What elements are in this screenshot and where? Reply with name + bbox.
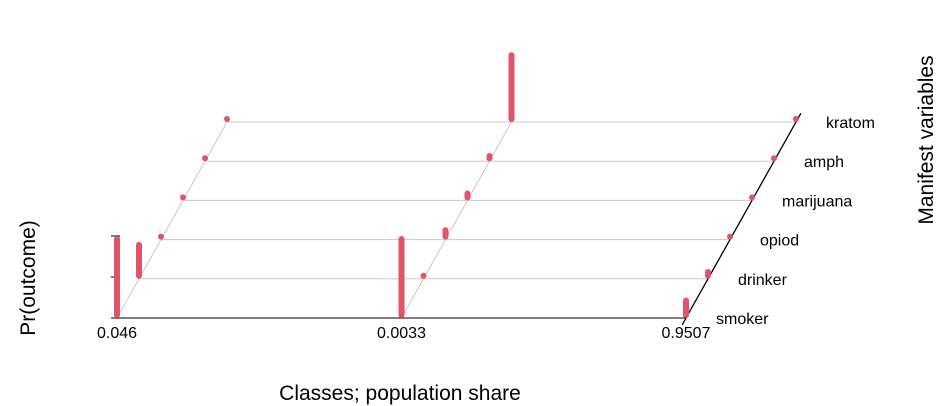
bar-0.0033-smoker [398,236,405,318]
bar-0.9507-opiod [727,233,733,240]
class-tick-label: 0.9507 [662,325,711,342]
class-tick-label: 0.046 [97,325,137,342]
grid-line-column [116,121,228,319]
bar-0.9507-kratom [793,116,799,122]
z-axis-title: Manifest variables [915,55,938,224]
y-axis-title: Pr(outcome) [17,220,40,336]
variable-label-smoker: smoker [716,311,769,328]
class-tick-label: 0.0033 [377,325,426,342]
variable-label-kratom: kratom [826,115,875,132]
bar-0.046-smoker [114,236,120,318]
grid-layer [116,121,796,319]
variable-label-drinker: drinker [738,272,788,289]
variable-label-opiod: opiod [760,233,799,250]
bar-0.0033-kratom [508,52,515,122]
bar-0.0033-drinker [420,272,427,279]
bar-0.046-marijuana [180,194,186,201]
bar-0.9507-marijuana [749,194,755,201]
bar-0.0033-amph [486,153,493,162]
bar-0.9507-amph [771,155,777,162]
bar-0.046-opiod [158,233,164,240]
x-axis-title: Classes; population share [279,382,521,405]
bar-0.0033-marijuana [464,190,471,201]
bar-0.046-drinker [136,241,142,279]
z-axis-line [681,112,802,326]
bar-0.046-amph [202,155,208,162]
bar-0.046-kratom [224,116,230,122]
grid-line-column [401,121,512,319]
bar-layer [114,52,799,318]
bar-0.0033-opiod [442,227,449,240]
bar-0.9507-smoker [683,297,689,318]
label-layer: Classes; population share Pr(outcome) Ma… [17,55,938,405]
bar-0.9507-drinker [705,268,711,279]
variable-label-amph: amph [804,154,844,171]
variable-label-marijuana: marijuana [782,193,852,210]
